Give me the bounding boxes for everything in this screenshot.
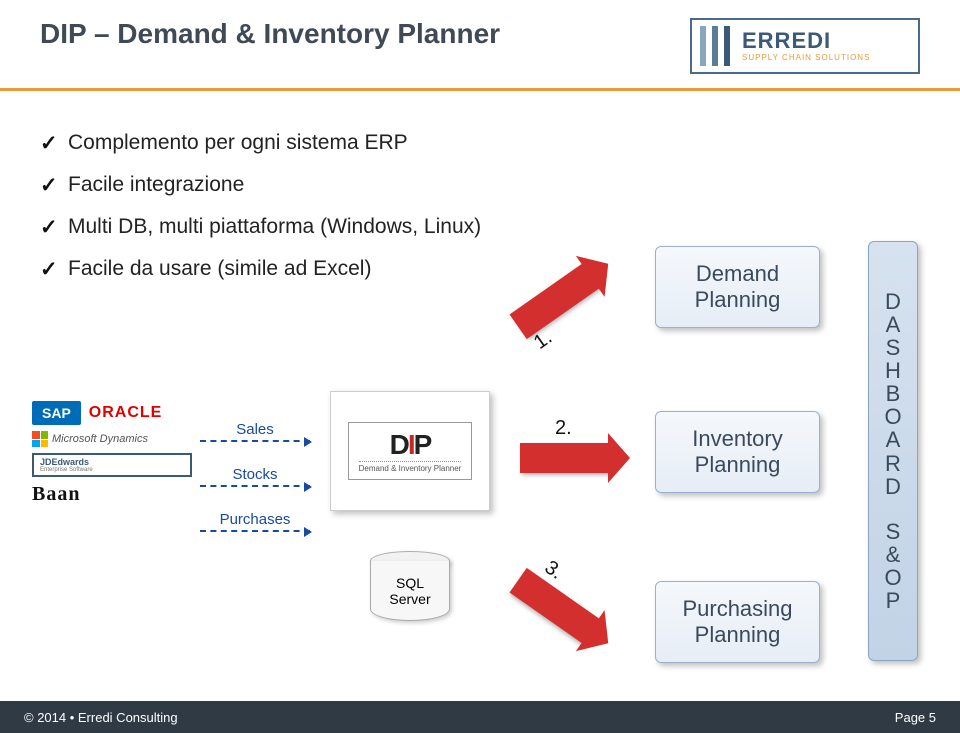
jdedwards-label: JDEdwards bbox=[40, 457, 89, 467]
dip-p: P bbox=[414, 429, 431, 460]
erp-logos: SAP ORACLE Microsoft Dynamics JDEdwards … bbox=[32, 401, 192, 506]
flow-sales: Sales bbox=[200, 421, 310, 442]
dash-letter: O bbox=[884, 405, 901, 428]
bullet-item: Facile integrazione bbox=[40, 173, 920, 197]
purchasing-planning-box: Purchasing Planning bbox=[655, 581, 820, 663]
dip-logo: DIP Demand & Inventory Planner bbox=[348, 422, 473, 480]
dashed-arrow-icon bbox=[200, 440, 310, 442]
microsoft-icon bbox=[32, 431, 48, 447]
sop-letter: S bbox=[886, 520, 901, 543]
sop-letter: & bbox=[886, 543, 901, 566]
plan-box-l1: Inventory bbox=[660, 426, 815, 452]
oracle-logo: ORACLE bbox=[89, 404, 163, 422]
bullet-item: Complemento per ogni sistema ERP bbox=[40, 131, 920, 155]
dash-letter: R bbox=[885, 452, 901, 475]
dash-letter: H bbox=[885, 359, 901, 382]
flow-label: Purchases bbox=[220, 511, 291, 528]
footer: © 2014 • Erredi Consulting Page 5 bbox=[0, 701, 960, 733]
arrow-2-label: 2. bbox=[555, 417, 572, 440]
arrow-2-icon bbox=[520, 443, 610, 473]
brand-logo: ERREDI SUPPLY CHAIN SOLUTIONS bbox=[690, 18, 920, 74]
dashboard-sop-column: D A S H B O A R D S & O P bbox=[868, 241, 918, 661]
footer-left: © 2014 • Erredi Consulting bbox=[24, 710, 178, 725]
inventory-planning-box: Inventory Planning bbox=[655, 411, 820, 493]
plan-box-l1: Demand bbox=[660, 261, 815, 287]
dash-letter: D bbox=[885, 475, 901, 498]
dashed-arrow-icon bbox=[200, 530, 310, 532]
cylinder-body: SQL Server bbox=[370, 561, 450, 621]
flow-purchases: Purchases bbox=[200, 511, 310, 532]
dip-d: D bbox=[390, 429, 408, 460]
page-title: DIP – Demand & Inventory Planner bbox=[40, 18, 500, 50]
dip-logo-text: DIP bbox=[359, 429, 462, 461]
sap-logo: SAP bbox=[32, 401, 81, 425]
dash-letter: D bbox=[885, 290, 901, 313]
sql-line1: SQL bbox=[396, 575, 424, 591]
flow-arrows: Sales Stocks Purchases bbox=[200, 421, 310, 532]
header: DIP – Demand & Inventory Planner ERREDI … bbox=[0, 0, 960, 74]
dash-letter: S bbox=[886, 336, 901, 359]
logo-text: ERREDI SUPPLY CHAIN SOLUTIONS bbox=[742, 30, 870, 62]
logo-stripe-icon bbox=[712, 26, 718, 66]
plan-box-l2: Planning bbox=[660, 452, 815, 478]
dash-letter: B bbox=[886, 382, 901, 405]
bullet-item: Multi DB, multi piattaforma (Windows, Li… bbox=[40, 215, 920, 239]
content: Complemento per ogni sistema ERP Facile … bbox=[0, 91, 960, 651]
sql-server-cylinder: SQL Server bbox=[370, 551, 450, 631]
baan-logo: Baan bbox=[32, 483, 192, 506]
dash-letter: A bbox=[886, 428, 901, 451]
erp-row: SAP ORACLE bbox=[32, 401, 192, 425]
dip-sub: Demand & Inventory Planner bbox=[359, 461, 462, 473]
plan-box-l2: Planning bbox=[660, 622, 815, 648]
msdynamics-logo: Microsoft Dynamics bbox=[32, 431, 192, 447]
plan-box-l1: Purchasing bbox=[660, 596, 815, 622]
logo-stripe-icon bbox=[724, 26, 730, 66]
flow-label: Sales bbox=[236, 421, 274, 438]
jdedwards-logo: JDEdwards Enterprise Software bbox=[32, 453, 192, 477]
demand-planning-box: Demand Planning bbox=[655, 246, 820, 328]
flow-label: Stocks bbox=[232, 466, 277, 483]
jdedwards-sub: Enterprise Software bbox=[40, 467, 184, 473]
logo-stripe-icon bbox=[700, 26, 706, 66]
flow-stocks: Stocks bbox=[200, 466, 310, 487]
msdynamics-label: Microsoft Dynamics bbox=[52, 433, 148, 445]
logo-sub: SUPPLY CHAIN SOLUTIONS bbox=[742, 54, 870, 62]
sop-letter: O bbox=[884, 566, 901, 589]
sop-letter: P bbox=[886, 589, 901, 612]
plan-box-l2: Planning bbox=[660, 287, 815, 313]
dashed-arrow-icon bbox=[200, 485, 310, 487]
sql-line2: Server bbox=[389, 591, 430, 607]
dip-box: DIP Demand & Inventory Planner bbox=[330, 391, 490, 511]
footer-right: Page 5 bbox=[895, 710, 936, 725]
dash-letter: A bbox=[886, 313, 901, 336]
logo-main: ERREDI bbox=[742, 30, 870, 52]
